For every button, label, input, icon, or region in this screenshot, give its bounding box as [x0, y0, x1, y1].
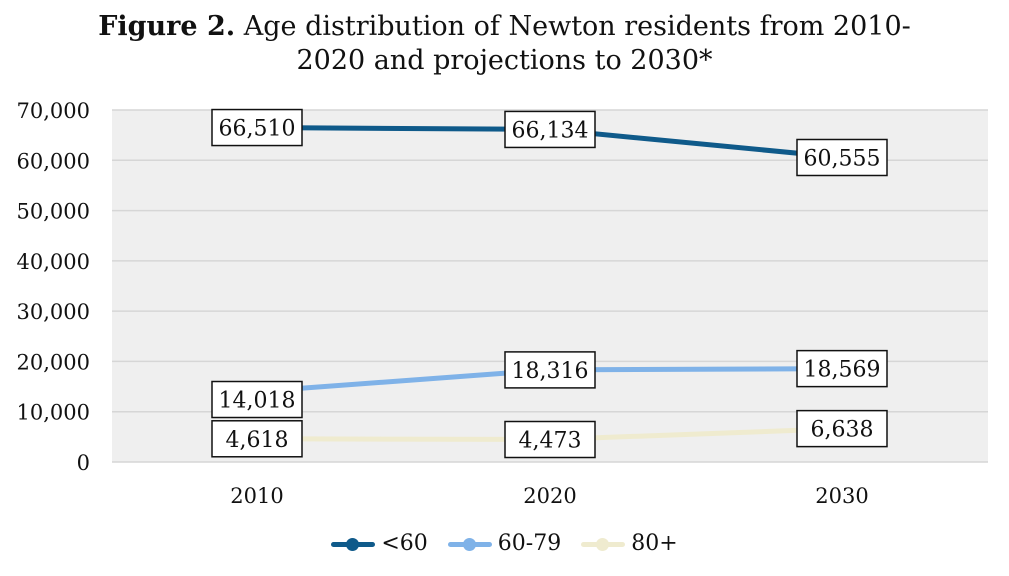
- data-label: 14,018: [211, 380, 303, 419]
- data-label: 18,569: [796, 349, 888, 388]
- data-label-box: [504, 351, 596, 389]
- legend-swatch: [581, 537, 626, 551]
- legend-label: 60-79: [497, 531, 562, 556]
- data-label: 18,316: [504, 351, 596, 389]
- legend: <60 60-79 80+: [0, 531, 1009, 556]
- data-label-text: 66,134: [512, 118, 589, 143]
- data-label-box: [796, 138, 888, 177]
- y-tick-label: 70,000: [17, 99, 90, 123]
- data-label-box: [504, 420, 596, 459]
- data-label-box: [504, 110, 596, 149]
- y-tick-label: 40,000: [17, 250, 90, 274]
- y-tick-label: 20,000: [17, 350, 90, 374]
- data-label: 6,638: [796, 409, 888, 448]
- legend-swatch: [447, 537, 492, 551]
- title-line-1: Age distribution of Newton residents fro…: [243, 11, 911, 42]
- data-label-text: 18,316: [512, 359, 589, 384]
- chart-title: Figure 2. Age distribution of Newton res…: [0, 10, 1009, 78]
- data-label: 60,555: [796, 138, 888, 177]
- data-label: 4,618: [211, 420, 303, 458]
- data-label-box: [796, 349, 888, 388]
- legend-swatch: [331, 537, 376, 551]
- data-label-text: 14,018: [219, 389, 296, 414]
- legend-item-2: 80+: [581, 531, 678, 556]
- data-label: 66,510: [211, 108, 303, 147]
- x-tick-label: 2020: [523, 484, 576, 508]
- y-tick-label: 0: [77, 451, 90, 475]
- legend-item-1: 60-79: [447, 531, 562, 556]
- y-tick-label: 60,000: [17, 149, 90, 173]
- data-label-box: [211, 380, 303, 419]
- data-label-text: 60,555: [804, 146, 881, 171]
- y-tick-label: 30,000: [17, 300, 90, 324]
- y-tick-label: 50,000: [17, 200, 90, 224]
- legend-label: 80+: [631, 531, 678, 556]
- data-label-text: 66,510: [219, 117, 296, 142]
- data-label-text: 6,638: [811, 418, 874, 443]
- data-label-text: 18,569: [804, 358, 881, 383]
- data-label-box: [211, 108, 303, 147]
- data-label-box: [211, 420, 303, 458]
- data-label-text: 4,618: [226, 428, 289, 453]
- y-axis-ticks: 0 10,000 20,000 30,000 40,000 50,000 60,000 70,…: [17, 99, 90, 475]
- data-label: 66,134: [504, 110, 596, 149]
- y-tick-label: 10,000: [17, 401, 90, 425]
- data-labels: 66,510 66,134 60,555 14,018 18,316 18,569 4,61…: [211, 108, 888, 459]
- title-figure-number: Figure 2.: [98, 11, 236, 42]
- x-tick-label: 2030: [815, 484, 868, 508]
- x-axis-ticks: 2010 2020 2030: [230, 484, 868, 508]
- x-tick-label: 2010: [230, 484, 283, 508]
- legend-label: <60: [381, 531, 428, 556]
- data-label-text: 4,473: [519, 429, 582, 454]
- data-label-box: [796, 409, 888, 448]
- data-label: 4,473: [504, 420, 596, 459]
- title-line-2: 2020 and projections to 2030*: [296, 45, 713, 76]
- legend-item-0: <60: [331, 531, 428, 556]
